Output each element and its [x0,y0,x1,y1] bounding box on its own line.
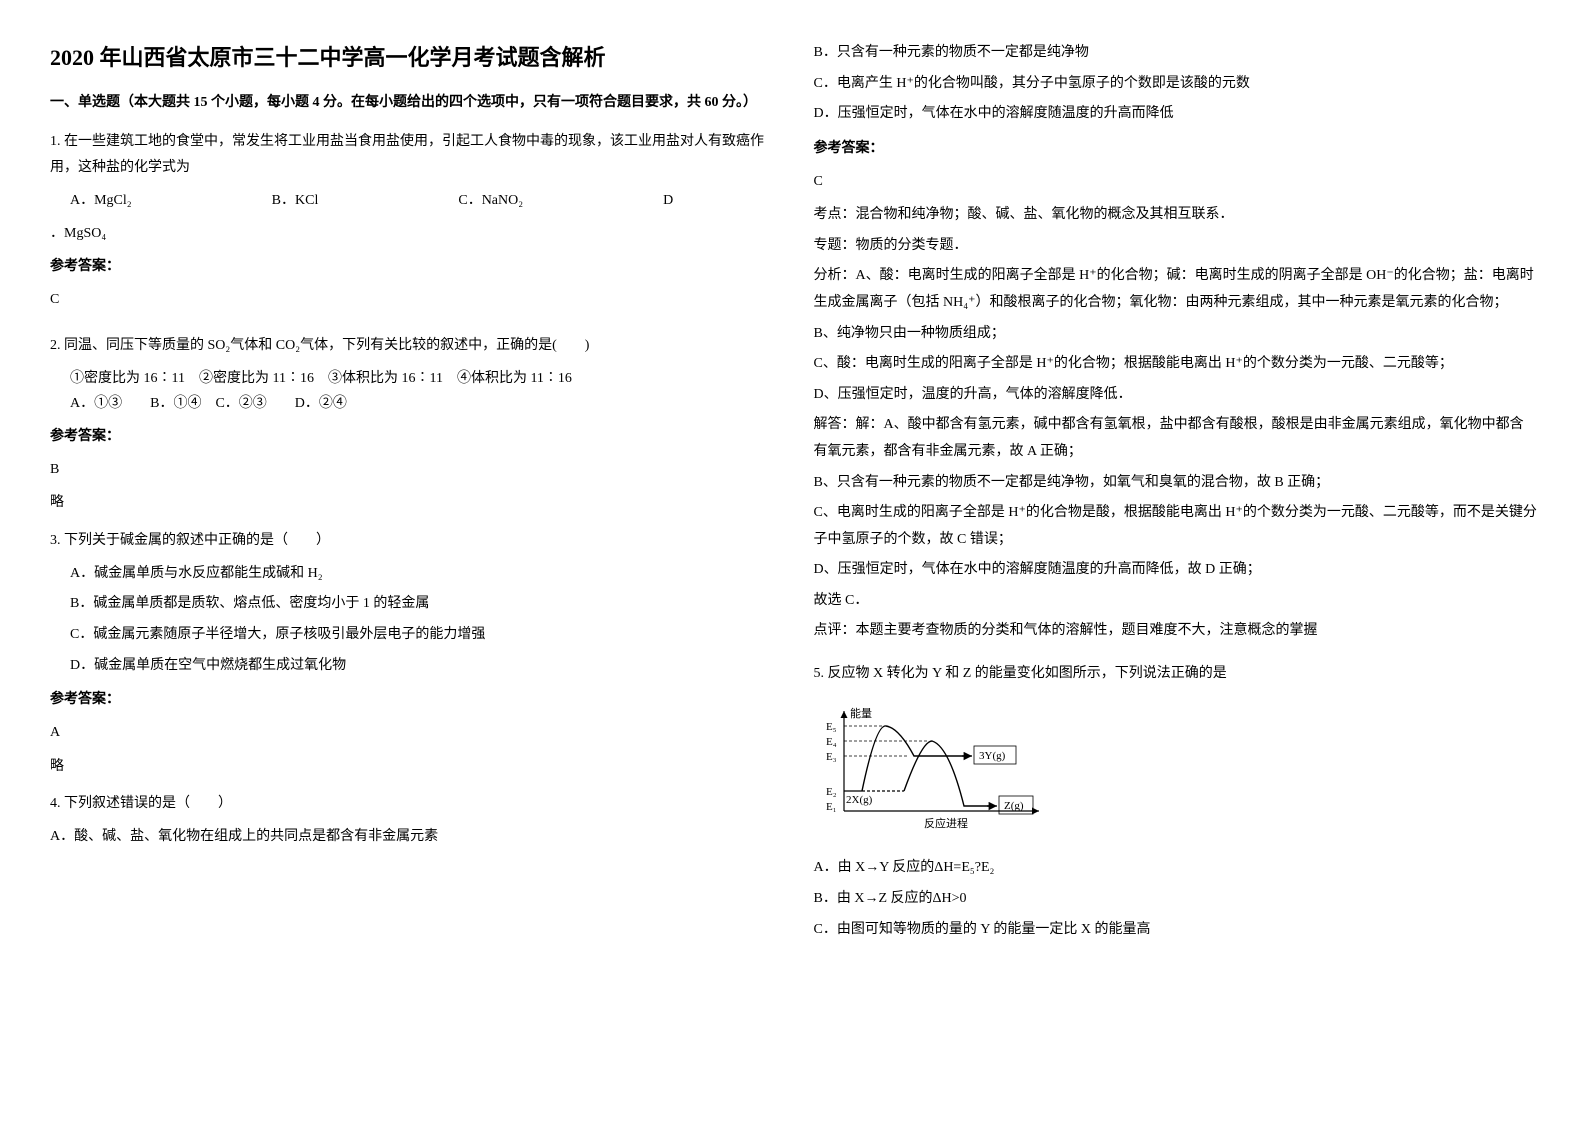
energy-diagram-svg: E₁ E₂ E₃ E₄ E₅ 2X(g) 3Y(g) Z(g) 能量反应进程 [814,696,1054,836]
q2-answer-label: 参考答案： [50,424,774,449]
question-4-right: B．只含有一种元素的物质不一定都是纯净物 C．电离产生 H⁺的化合物叫酸，其分子… [814,40,1538,649]
q4-fenxi-c: C、酸：电离时生成的阳离子全部是 H⁺的化合物；根据酸能电离出 H⁺的个数分类为… [814,351,1538,378]
q4-kaodian: 考点：混合物和纯净物；酸、碱、盐、氧化物的概念及其相互联系． [814,202,1538,229]
q2-note: 略 [50,490,774,515]
svg-text:能量: 能量 [850,706,872,720]
q5-text: 5. 反应物 X 转化为 Y 和 Z 的能量变化如图所示，下列说法正确的是 [814,661,1538,686]
q4-jieda-c: C、电离时生成的阳离子全部是 H⁺的化合物是酸，根据酸能电离出 H⁺的个数分类为… [814,500,1538,553]
q4-jieda-a: 解答：解：A、酸中都含有氢元素，碱中都含有氢氧根，盐中都含有酸根，酸根是由非金属… [814,412,1538,465]
q4-fenxi-b: B、纯净物只由一种物质组成； [814,321,1538,348]
q1-answer: C [50,287,774,312]
q1-opt-a: A．MgCl₂ [70,188,132,213]
svg-text:2X(g): 2X(g) [846,794,873,806]
q3-opt-a: A．碱金属单质与水反应都能生成碱和 H₂ [70,561,774,588]
energy-diagram: E₁ E₂ E₃ E₄ E₅ 2X(g) 3Y(g) Z(g) 能量反应进程 [814,696,1538,845]
q4-dianping: 点评：本题主要考查物质的分类和气体的溶解性，题目难度不大，注意概念的掌握 [814,618,1538,645]
q2-text: 2. 同温、同压下等质量的 SO₂气体和 CO₂气体，下列有关比较的叙述中，正确… [50,333,774,358]
q1-options: A．MgCl₂ B．KCl C．NaNO₂ D [70,188,774,213]
q4-zhuanti: 专题：物质的分类专题． [814,233,1538,260]
q4-opt-c: C．电离产生 H⁺的化合物叫酸，其分子中氢原子的个数即是该酸的元数 [814,71,1538,98]
q1-opt-d: D [663,188,673,213]
q4-text: 4. 下列叙述错误的是（ ） [50,791,774,816]
left-column: 2020 年山西省太原市三十二中学高一化学月考试题含解析 一、单选题（本大题共 … [50,40,774,1082]
q4-fenxi: 分析：A、酸：电离时生成的阳离子全部是 H⁺的化合物；碱：电离时生成的阴离子全部… [814,263,1538,316]
svg-text:E₃: E₃ [826,751,837,763]
q3-opt-b: B．碱金属单质都是质软、熔点低、密度均小于 1 的轻金属 [70,591,774,618]
q3-text: 3. 下列关于碱金属的叙述中正确的是（ ） [50,528,774,553]
q1-text: 1. 在一些建筑工地的食堂中，常发生将工业用盐当食用盐使用，引起工人食物中毒的现… [50,129,774,179]
document-title: 2020 年山西省太原市三十二中学高一化学月考试题含解析 [50,40,774,72]
right-column: B．只含有一种元素的物质不一定都是纯净物 C．电离产生 H⁺的化合物叫酸，其分子… [814,40,1538,1082]
q2-options: A．①③ B．①④ C．②③ D．②④ [70,391,774,416]
q2-answer: B [50,457,774,482]
svg-text:E₅: E₅ [826,721,837,733]
question-4-left: 4. 下列叙述错误的是（ ） A．酸、碱、盐、氧化物在组成上的共同点是都含有非金… [50,791,774,855]
q2-sub: ①密度比为 16∶11 ②密度比为 11∶16 ③体积比为 16∶11 ④体积比… [70,366,774,391]
svg-text:E₄: E₄ [826,736,837,748]
section-header: 一、单选题（本大题共 15 个小题，每小题 4 分。在每小题给出的四个选项中，只… [50,92,774,114]
q4-fenxi-d: D、压强恒定时，温度的升高，气体的溶解度降低． [814,382,1538,409]
svg-text:3Y(g): 3Y(g) [979,750,1006,762]
svg-text:反应进程: 反应进程 [924,816,968,830]
q3-opt-d: D．碱金属单质在空气中燃烧都生成过氧化物 [70,653,774,680]
question-1: 1. 在一些建筑工地的食堂中，常发生将工业用盐当食用盐使用，引起工人食物中毒的现… [50,129,774,320]
q1-answer-label: 参考答案： [50,254,774,279]
q4-opt-d: D．压强恒定时，气体在水中的溶解度随温度的升高而降低 [814,101,1538,128]
q4-jieda-b: B、只含有一种元素的物质不一定都是纯净物，如氧气和臭氧的混合物，故 B 正确； [814,470,1538,497]
q3-answer: A [50,720,774,745]
q4-jieda-d: D、压强恒定时，气体在水中的溶解度随温度的升高而降低，故 D 正确； [814,557,1538,584]
q5-opt-a: A．由 X→Y 反应的ΔH=E₅?E₂ [814,855,1538,882]
q4-conclusion: 故选 C． [814,588,1538,615]
q1-opt-b: B．KCl [272,188,319,213]
svg-text:E₂: E₂ [826,786,837,798]
q1-opt-d2: ．MgSO₄ [50,221,774,246]
svg-text:Z(g): Z(g) [1004,800,1024,812]
q3-opt-c: C．碱金属元素随原子半径增大，原子核吸引最外层电子的能力增强 [70,622,774,649]
q4-answer: C [814,169,1538,194]
question-3: 3. 下列关于碱金属的叙述中正确的是（ ） A．碱金属单质与水反应都能生成碱和 … [50,528,774,779]
q4-opt-a: A．酸、碱、盐、氧化物在组成上的共同点是都含有非金属元素 [50,824,774,851]
question-5: 5. 反应物 X 转化为 Y 和 Z 的能量变化如图所示，下列说法正确的是 E₁… [814,661,1538,947]
q5-opt-c: C．由图可知等物质的量的 Y 的能量一定比 X 的能量高 [814,917,1538,944]
q3-answer-label: 参考答案： [50,687,774,712]
q4-opt-b: B．只含有一种元素的物质不一定都是纯净物 [814,40,1538,67]
svg-text:E₁: E₁ [826,801,837,813]
question-2: 2. 同温、同压下等质量的 SO₂气体和 CO₂气体，下列有关比较的叙述中，正确… [50,333,774,516]
q3-note: 略 [50,754,774,779]
q1-opt-c: C．NaNO₂ [458,188,523,213]
q5-opt-b: B．由 X→Z 反应的ΔH>0 [814,886,1538,913]
q4-answer-label: 参考答案： [814,136,1538,161]
